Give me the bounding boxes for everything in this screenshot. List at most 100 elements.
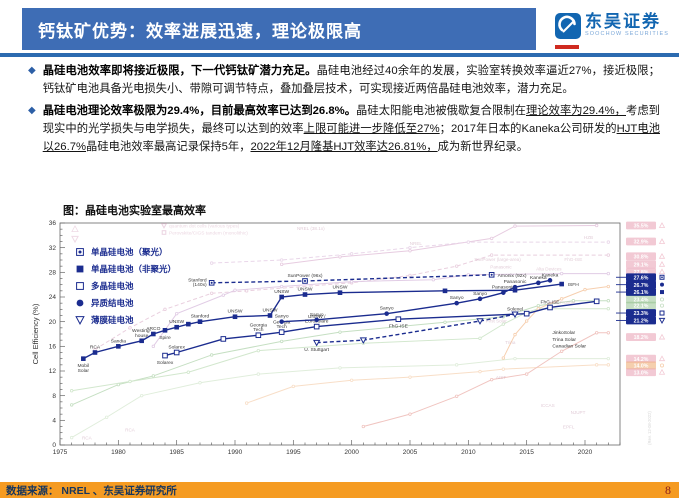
svg-text:Solexel: Solexel: [507, 306, 523, 312]
svg-text:2000: 2000: [344, 449, 359, 456]
series-0: Stanford (140x) SunPower (96x) Amonix (92x): [188, 272, 527, 289]
svg-text:Panasonic: Panasonic: [490, 265, 512, 270]
svg-text:Sandia: Sandia: [111, 338, 127, 344]
svg-text:Solarex: Solarex: [168, 345, 185, 351]
svg-text:Trina: Trina: [505, 340, 516, 345]
svg-text:4: 4: [52, 418, 56, 425]
svg-text:NJUPT: NJUPT: [571, 410, 586, 415]
svg-text:Sanyo: Sanyo: [275, 314, 289, 320]
svg-text:HZB: HZB: [584, 235, 593, 240]
svg-text:UNSW: UNSW: [263, 308, 278, 314]
svg-text:单晶硅电池（非聚光）: 单晶硅电池（非聚光）: [91, 264, 176, 274]
logo-red-tag: [555, 45, 580, 49]
svg-text:UNSW: UNSW: [169, 319, 184, 325]
bullet-text: 晶硅电池效率即将接近极限，下一代钙钛矿潜力充足。晶硅电池经过40余年的发展，实验…: [42, 65, 660, 96]
svg-text:36: 36: [49, 220, 57, 227]
extra-label: JinkoSolar: [552, 330, 575, 336]
svg-text:2020: 2020: [578, 449, 593, 456]
bullet-list: ◆ 晶硅电池效率即将接近极限，下一代钙钛矿潜力充足。晶硅电池经过40余年的发展，实…: [28, 62, 660, 159]
svg-text:Westing-house: Westing-house: [132, 328, 152, 339]
svg-text:26.7%: 26.7%: [634, 283, 649, 289]
extra-label: Trina Solar: [552, 337, 576, 343]
svg-text:NREL: NREL: [410, 241, 423, 246]
svg-text:单晶硅电池（聚光）: 单晶硅电池（聚光）: [91, 247, 168, 257]
svg-text:Kaneka: Kaneka: [542, 272, 559, 278]
footer-bar: 数据来源： NREL 、东吴证券研究所 8: [0, 482, 679, 498]
svg-text:14.2%: 14.2%: [634, 357, 649, 363]
series-3: Sanyo Sanyo Sanyo Sanyo Sanyo PanasonicPanaso…: [275, 272, 559, 324]
svg-text:Perovskite/CIGS tandem (monoli: Perovskite/CIGS tandem (monolithic): [169, 231, 248, 237]
svg-text:Kaneka: Kaneka: [530, 275, 547, 281]
svg-text:8: 8: [52, 393, 56, 400]
svg-text:1990: 1990: [228, 449, 243, 456]
svg-text:异质结电池: 异质结电池: [91, 298, 134, 308]
brand-logo: 东吴证券 SOOCHOW SECURITIES: [555, 13, 669, 49]
svg-text:Sanyo: Sanyo: [450, 295, 464, 301]
svg-text:多晶硅电池: 多晶硅电池: [91, 281, 134, 291]
bullet-item: ◆ 晶硅电池理论效率极限为29.4%，目前最高效率已达到26.8%。晶硅太阳能电池…: [28, 102, 660, 157]
svg-text:EPFL: EPFL: [563, 424, 575, 429]
svg-text:SunPower (large-area): SunPower (large-area): [474, 257, 521, 262]
svg-text:2015: 2015: [519, 449, 534, 456]
series-4: U. Stuttgart Solexel: [304, 306, 523, 353]
svg-text:Solarex: Solarex: [157, 360, 174, 366]
svg-text:First Solar: First Solar: [486, 318, 507, 323]
svg-text:Sanyo: Sanyo: [473, 291, 487, 297]
svg-text:1975: 1975: [53, 449, 68, 456]
svg-text:AIST: AIST: [496, 375, 506, 380]
svg-text:32.9%: 32.9%: [634, 240, 649, 246]
svg-text:ICCAS: ICCAS: [541, 403, 555, 408]
swirl-logo-icon: [555, 13, 582, 39]
svg-text:23.3%: 23.3%: [634, 311, 649, 317]
svg-text:NREL (38.1x): NREL (38.1x): [297, 226, 325, 231]
svg-text:FhG-ISE: FhG-ISE: [540, 299, 560, 305]
bullet-diamond-icon: ◆: [28, 104, 36, 116]
svg-text:32: 32: [49, 245, 57, 252]
series-2: SolarexSolarexGeorgiaTechGeorgiaTechUNSW…: [157, 298, 600, 366]
page-number: 8: [665, 482, 671, 497]
svg-text:14.0%: 14.0%: [634, 364, 649, 370]
figure-title: 图：晶硅电池实验室最高效率: [63, 205, 206, 217]
svg-text:UNSW: UNSW: [228, 309, 243, 315]
svg-text:22.1%: 22.1%: [634, 304, 649, 310]
svg-text:23.4%: 23.4%: [634, 298, 649, 304]
svg-text:Canadian Solar: Canadian Solar: [552, 344, 586, 350]
svg-text:UNSW: UNSW: [298, 287, 313, 293]
svg-text:Sanyo: Sanyo: [310, 312, 324, 318]
svg-text:Stanford(140x): Stanford (140x): [188, 278, 207, 289]
svg-text:1985: 1985: [169, 449, 184, 456]
background-series: [69, 223, 611, 440]
header-divider: [0, 53, 679, 57]
svg-text:RCA: RCA: [125, 427, 136, 432]
svg-text:(Rev. 12-08-2022): (Rev. 12-08-2022): [647, 411, 652, 445]
svg-text:Panasonic: Panasonic: [504, 279, 527, 285]
svg-text:1980: 1980: [111, 449, 126, 456]
svg-text:2010: 2010: [461, 449, 476, 456]
svg-text:28: 28: [49, 270, 57, 277]
svg-text:1995: 1995: [286, 449, 301, 456]
svg-text:29.1%: 29.1%: [634, 262, 649, 268]
data-source: 数据来源： NREL 、东吴证券研究所: [6, 484, 177, 497]
svg-text:FhG-ISE: FhG-ISE: [564, 257, 582, 262]
svg-text:26.1%: 26.1%: [634, 290, 649, 296]
brand-logo-icon: [555, 13, 582, 49]
efficiency-badges: 35.5% 32.9% 30.8% 29.1% 27.8%27.6% 26.7%26.1%…: [616, 221, 666, 376]
svg-text:12: 12: [49, 368, 57, 375]
svg-text:0: 0: [52, 442, 56, 449]
svg-text:13.0%: 13.0%: [634, 370, 649, 376]
svg-text:20: 20: [49, 319, 57, 326]
svg-text:SunPower (96x): SunPower (96x): [287, 273, 322, 279]
svg-text:18.2%: 18.2%: [634, 335, 649, 341]
svg-text:16: 16: [49, 344, 57, 351]
svg-text:RCA: RCA: [90, 345, 101, 351]
brand-name-cn: 东吴证券: [585, 12, 662, 31]
svg-text:JinkoSolar: JinkoSolar: [552, 330, 575, 336]
bullet-text: 晶硅电池理论效率极限为29.4%，目前最高效率已达到26.8%。晶硅太阳能电池被…: [42, 104, 660, 154]
svg-text:Spire: Spire: [159, 335, 171, 341]
svg-text:Cell Efficiency (%): Cell Efficiency (%): [31, 303, 40, 364]
